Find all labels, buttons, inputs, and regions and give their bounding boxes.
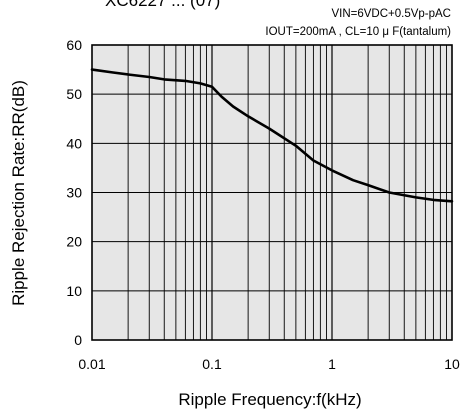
- x-tick-label: 0.01: [78, 356, 105, 372]
- y-tick-label: 10: [66, 283, 82, 299]
- y-tick-label: 60: [66, 37, 82, 53]
- x-tick-label: 1: [328, 356, 336, 372]
- x-axis-label: Ripple Frequency:f(kHz): [178, 390, 361, 409]
- grid: [92, 45, 452, 340]
- y-axis-label: Ripple Rejection Rate:RR(dB): [9, 80, 28, 306]
- y-tick-label: 50: [66, 86, 82, 102]
- condition-line-1: VIN=6VDC+0.5Vp-pAC: [331, 8, 451, 20]
- condition-line-2: IOUT=200mA , CL=10 μ F(tantalum): [265, 26, 451, 38]
- x-tick-label: 0.1: [202, 356, 222, 372]
- x-tick-label: 10: [444, 356, 460, 372]
- y-tick-label: 30: [66, 185, 82, 201]
- y-tick-labels: 0 10 20 30 40 50 60: [66, 37, 82, 348]
- x-tick-labels: 0.01 0.1 1 10: [78, 356, 460, 372]
- partial-title: XC6227 ... (07): [105, 0, 220, 10]
- y-tick-label: 20: [66, 234, 82, 250]
- y-tick-label: 40: [66, 135, 82, 151]
- plot-area-border: [91, 44, 453, 341]
- y-tick-label: 0: [74, 332, 82, 348]
- series-line: [90, 68, 454, 203]
